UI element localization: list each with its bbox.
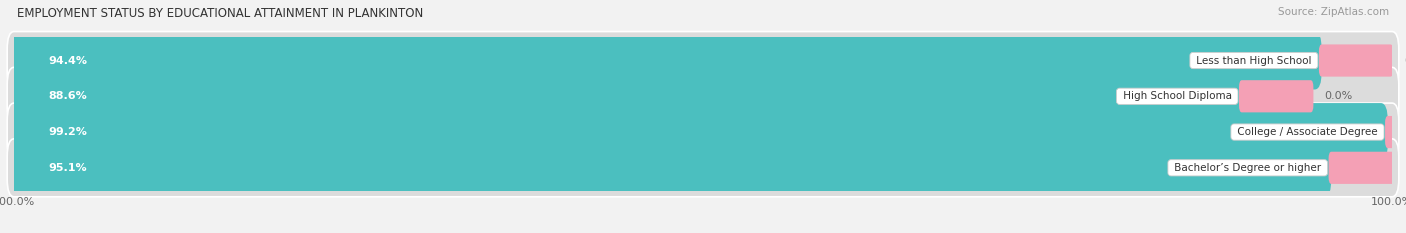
FancyBboxPatch shape xyxy=(7,139,1331,197)
FancyBboxPatch shape xyxy=(1385,116,1406,148)
FancyBboxPatch shape xyxy=(7,67,1399,125)
Text: High School Diploma: High School Diploma xyxy=(1119,91,1234,101)
Text: 99.2%: 99.2% xyxy=(48,127,87,137)
Text: 94.4%: 94.4% xyxy=(48,55,87,65)
FancyBboxPatch shape xyxy=(7,31,1322,89)
Text: 88.6%: 88.6% xyxy=(48,91,87,101)
FancyBboxPatch shape xyxy=(7,103,1399,161)
FancyBboxPatch shape xyxy=(7,103,1388,161)
FancyBboxPatch shape xyxy=(7,67,1241,125)
FancyBboxPatch shape xyxy=(1239,80,1313,112)
Text: 0.0%: 0.0% xyxy=(1324,91,1353,101)
Legend: In Labor Force, Unemployed: In Labor Force, Unemployed xyxy=(600,231,806,233)
FancyBboxPatch shape xyxy=(7,139,1399,197)
Text: EMPLOYMENT STATUS BY EDUCATIONAL ATTAINMENT IN PLANKINTON: EMPLOYMENT STATUS BY EDUCATIONAL ATTAINM… xyxy=(17,7,423,20)
FancyBboxPatch shape xyxy=(1329,152,1403,184)
Text: College / Associate Degree: College / Associate Degree xyxy=(1234,127,1381,137)
Text: 0.0%: 0.0% xyxy=(1405,55,1406,65)
Text: Less than High School: Less than High School xyxy=(1194,55,1315,65)
FancyBboxPatch shape xyxy=(7,31,1399,89)
Text: 95.1%: 95.1% xyxy=(48,163,87,173)
FancyBboxPatch shape xyxy=(1319,45,1393,77)
Text: Bachelor’s Degree or higher: Bachelor’s Degree or higher xyxy=(1171,163,1324,173)
Text: Source: ZipAtlas.com: Source: ZipAtlas.com xyxy=(1278,7,1389,17)
